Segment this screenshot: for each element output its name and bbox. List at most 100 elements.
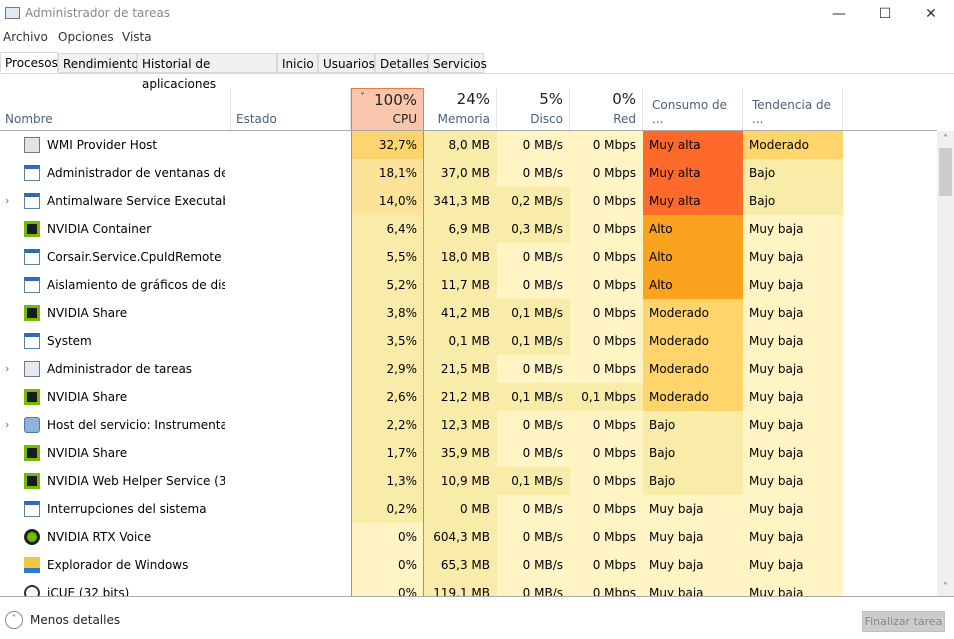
- close-button[interactable]: ✕: [925, 6, 937, 22]
- process-name: Antimalware Service Executable: [47, 194, 225, 208]
- power-trend-value: Bajo: [743, 187, 843, 215]
- process-row[interactable]: Administrador de ventanas del ... 18,1%37…: [0, 159, 843, 187]
- process-row[interactable]: › Antimalware Service Executable 14,0% 341,…: [0, 187, 843, 215]
- column-header: Nombre Estado ˅ 100% CPU 24% Memoria 5% Di…: [0, 88, 937, 131]
- less-details-link[interactable]: Menos detalles: [30, 613, 121, 627]
- net-total: 0%: [612, 90, 636, 108]
- window-icon: [24, 277, 40, 293]
- network-value: 0 Mbps: [570, 467, 643, 495]
- col-tendencia[interactable]: Tendencia de ...: [743, 88, 843, 130]
- process-name: iCUE (32 bits): [47, 586, 130, 596]
- maximize-button[interactable]: ☐: [878, 6, 892, 22]
- cpu-value: 3,5%: [351, 327, 424, 355]
- tab-detalles[interactable]: Detalles: [375, 53, 429, 73]
- process-name: NVIDIA Container: [47, 222, 152, 236]
- expand-chevron-icon[interactable]: ›: [5, 194, 10, 207]
- power-usage-value: Bajo: [643, 411, 743, 439]
- process-row[interactable]: Corsair.Service.CpuIdRemote 5,5% 18,0 MB 0 …: [0, 243, 843, 271]
- col-cpu[interactable]: ˅ 100% CPU: [351, 88, 424, 130]
- power-usage-value: Muy alta: [643, 187, 743, 215]
- memory-value: 21,2 MB: [424, 383, 497, 411]
- tab-usuarios[interactable]: Usuarios: [318, 53, 375, 73]
- network-value: 0 Mbps: [570, 159, 643, 187]
- process-row[interactable]: Explorador de Windows 0% 65,3 MB 0 MB/s 0 Mb…: [0, 551, 843, 579]
- expand-chevron-icon[interactable]: ›: [5, 418, 10, 431]
- process-row[interactable]: System 3,5% 0,1 MB 0,1 MB/s 0 Mbps Moderado Mu…: [0, 327, 843, 355]
- memory-value: 0,1 MB: [424, 327, 497, 355]
- memory-value: 21,5 MB: [424, 355, 497, 383]
- col-label: Tendencia de ...: [752, 98, 831, 126]
- col-label: Memoria: [437, 112, 490, 126]
- disk-total: 5%: [539, 90, 563, 108]
- window-icon: [24, 333, 40, 349]
- mem-total: 24%: [456, 90, 490, 108]
- scroll-up-icon[interactable]: ˄: [943, 134, 948, 145]
- tab-servicios[interactable]: Servicios: [428, 53, 487, 73]
- power-trend-value: Muy baja: [743, 495, 843, 523]
- memory-value: 65,3 MB: [424, 551, 497, 579]
- window-icon: [24, 165, 40, 181]
- col-label: Consumo de ...: [652, 98, 728, 126]
- process-row[interactable]: WMI Provider Host 32,7% 8,0 MB 0 MB/s 0 Mbps…: [0, 131, 843, 159]
- power-usage-value: Bajo: [643, 439, 743, 467]
- col-disco[interactable]: 5% Disco: [497, 88, 570, 130]
- menu-archivo[interactable]: Archivo: [3, 30, 48, 44]
- tab-historial[interactable]: Historial de aplicaciones: [137, 53, 277, 91]
- scroll-down-icon[interactable]: ˅: [943, 582, 948, 593]
- expand-chevron-icon[interactable]: ›: [5, 362, 10, 375]
- process-name: Aislamiento de gráficos de disp...: [47, 278, 225, 292]
- wmi-icon: [24, 137, 40, 153]
- gear-icon: [24, 417, 40, 433]
- nvidia-icon: [24, 221, 40, 237]
- menu-opciones[interactable]: Opciones: [58, 30, 114, 44]
- minimize-button[interactable]: —: [832, 6, 846, 22]
- process-row[interactable]: Interrupciones del sistema 0,2% 0 MB 0 MB/s…: [0, 495, 843, 523]
- process-row[interactable]: NVIDIA Share 2,6% 21,2 MB 0,1 MB/s 0,1 Mbps M…: [0, 383, 843, 411]
- power-usage-value: Muy alta: [643, 159, 743, 187]
- disk-value: 0 MB/s: [497, 411, 570, 439]
- memory-value: 41,2 MB: [424, 299, 497, 327]
- col-estado[interactable]: Estado: [231, 88, 351, 130]
- memory-value: 604,3 MB: [424, 523, 497, 551]
- disk-value: 0 MB/s: [497, 551, 570, 579]
- scroll-thumb[interactable]: [939, 148, 952, 196]
- process-row[interactable]: NVIDIA Container 6,4% 6,9 MB 0,3 MB/s 0 Mbps…: [0, 215, 843, 243]
- process-row[interactable]: NVIDIA Share 3,8% 41,2 MB 0,1 MB/s 0 Mbps Mod…: [0, 299, 843, 327]
- nvidia-icon: [24, 389, 40, 405]
- menu-vista[interactable]: Vista: [122, 30, 152, 44]
- tab-inicio[interactable]: Inicio: [277, 53, 318, 73]
- process-name: NVIDIA Share: [47, 446, 128, 460]
- process-row[interactable]: iCUE (32 bits) 0% 119,1 MB 0 MB/s 0 Mbps Muy …: [0, 579, 843, 596]
- cpu-value: 0%: [351, 551, 424, 579]
- power-usage-value: Moderado: [643, 299, 743, 327]
- memory-value: 0 MB: [424, 495, 497, 523]
- process-row[interactable]: NVIDIA Web Helper Service (32 ... 1,3%10,…: [0, 467, 843, 495]
- network-value: 0 Mbps: [570, 215, 643, 243]
- col-memoria[interactable]: 24% Memoria: [424, 88, 497, 130]
- cpu-value: 5,5%: [351, 243, 424, 271]
- memory-value: 18,0 MB: [424, 243, 497, 271]
- process-row[interactable]: Aislamiento de gráficos de disp... 5,2%11…: [0, 271, 843, 299]
- nvidia-icon: [24, 445, 40, 461]
- taskmgr-icon: [24, 361, 40, 377]
- power-trend-value: Muy baja: [743, 467, 843, 495]
- memory-value: 119,1 MB: [424, 579, 497, 596]
- col-consumo[interactable]: Consumo de ...: [643, 88, 743, 130]
- process-row[interactable]: NVIDIA RTX Voice 0% 604,3 MB 0 MB/s 0 Mbps Mu…: [0, 523, 843, 551]
- process-row[interactable]: › Administrador de tareas 2,9% 21,5 MB 0 MB/…: [0, 355, 843, 383]
- chevron-up-circle-icon[interactable]: ˄: [5, 611, 23, 629]
- power-trend-value: Muy baja: [743, 383, 843, 411]
- col-label: Red: [613, 112, 636, 126]
- col-nombre[interactable]: Nombre: [0, 88, 231, 130]
- process-row[interactable]: NVIDIA Share 1,7% 35,9 MB 0 MB/s 0 Mbps Bajo M…: [0, 439, 843, 467]
- vertical-scrollbar[interactable]: ˄ ˅: [937, 131, 954, 596]
- tab-rendimiento[interactable]: Rendimiento: [58, 53, 139, 73]
- tab-procesos[interactable]: Procesos: [0, 52, 58, 73]
- disk-value: 0 MB/s: [497, 243, 570, 271]
- col-red[interactable]: 0% Red: [570, 88, 643, 130]
- sort-chevron-icon: ˅: [360, 92, 365, 103]
- end-task-button[interactable]: Finalizar tarea: [862, 611, 945, 632]
- memory-value: 35,9 MB: [424, 439, 497, 467]
- network-value: 0 Mbps: [570, 495, 643, 523]
- process-row[interactable]: › Host del servicio: Instrumental ... 2,2%…: [0, 411, 843, 439]
